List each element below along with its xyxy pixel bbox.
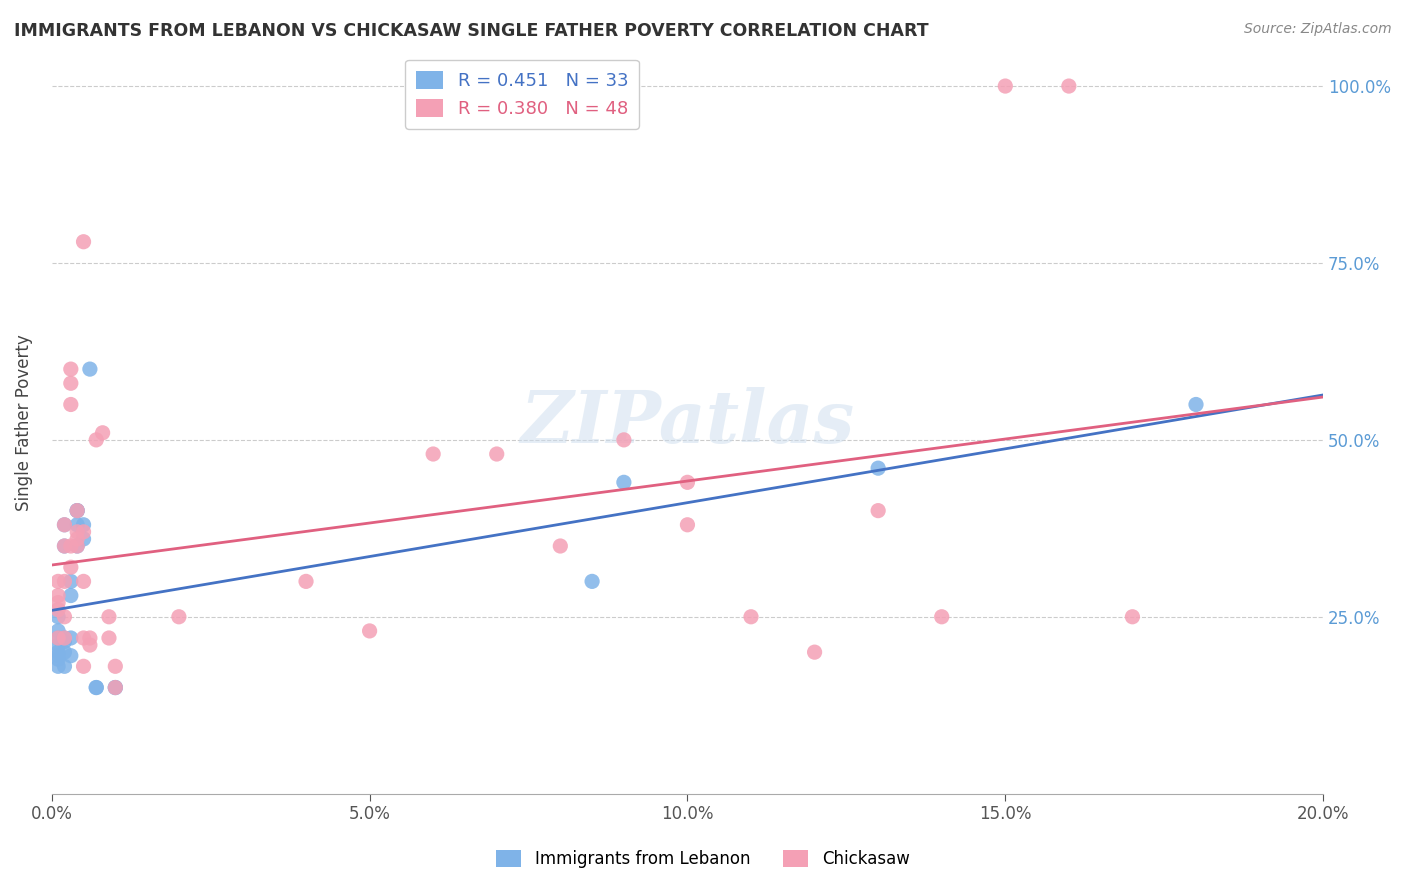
Point [868,503,890,517]
Point [66,539,89,553]
Point [97,609,120,624]
Legend: R = 0.451   N = 33, R = 0.380   N = 48: R = 0.451 N = 33, R = 0.380 N = 48 [405,60,640,129]
Point [1057,78,1080,93]
Point [66,503,89,517]
Point [46,645,69,659]
Point [53,631,76,645]
Point [53,574,76,589]
Point [59,376,82,391]
Point [46,609,69,624]
Point [550,539,572,553]
Point [104,681,127,695]
Point [59,589,82,603]
Point [46,574,69,589]
Point [66,503,89,517]
Point [59,362,82,376]
Point [84,681,107,695]
Point [91,425,114,440]
Point [613,433,636,447]
Point [740,609,762,624]
Point [46,603,69,617]
Point [53,634,76,648]
Legend: Immigrants from Lebanon, Chickasaw: Immigrants from Lebanon, Chickasaw [489,843,917,875]
Point [676,475,699,490]
Point [613,475,636,490]
Point [66,539,89,553]
Y-axis label: Single Father Poverty: Single Father Poverty [15,334,32,510]
Point [931,609,953,624]
Point [72,235,94,249]
Point [66,517,89,532]
Point [53,631,76,645]
Point [79,638,101,652]
Point [53,517,76,532]
Point [72,659,94,673]
Point [104,659,127,673]
Point [53,539,76,553]
Point [79,631,101,645]
Point [53,539,76,553]
Text: Source: ZipAtlas.com: Source: ZipAtlas.com [1244,22,1392,37]
Point [72,574,94,589]
Point [53,609,76,624]
Point [53,659,76,673]
Point [167,609,190,624]
Point [66,532,89,546]
Point [104,681,127,695]
Point [66,524,89,539]
Point [97,631,120,645]
Point [868,461,890,475]
Point [46,638,69,652]
Point [485,447,508,461]
Point [46,659,69,673]
Point [59,560,82,574]
Point [59,648,82,663]
Point [53,517,76,532]
Point [72,517,94,532]
Point [84,681,107,695]
Point [72,532,94,546]
Point [84,433,107,447]
Point [46,648,69,663]
Point [676,517,699,532]
Point [46,631,69,645]
Point [295,574,318,589]
Text: ZIPatlas: ZIPatlas [520,386,855,458]
Point [803,645,825,659]
Point [46,624,69,638]
Point [46,652,69,666]
Point [79,362,101,376]
Point [72,524,94,539]
Point [1185,397,1208,411]
Point [994,78,1017,93]
Point [46,589,69,603]
Point [104,681,127,695]
Point [46,631,69,645]
Point [59,397,82,411]
Point [53,645,76,659]
Point [72,631,94,645]
Point [1121,609,1143,624]
Point [359,624,381,638]
Point [46,596,69,610]
Point [59,631,82,645]
Point [422,447,444,461]
Text: IMMIGRANTS FROM LEBANON VS CHICKASAW SINGLE FATHER POVERTY CORRELATION CHART: IMMIGRANTS FROM LEBANON VS CHICKASAW SIN… [14,22,929,40]
Point [59,539,82,553]
Point [581,574,603,589]
Point [66,503,89,517]
Point [59,574,82,589]
